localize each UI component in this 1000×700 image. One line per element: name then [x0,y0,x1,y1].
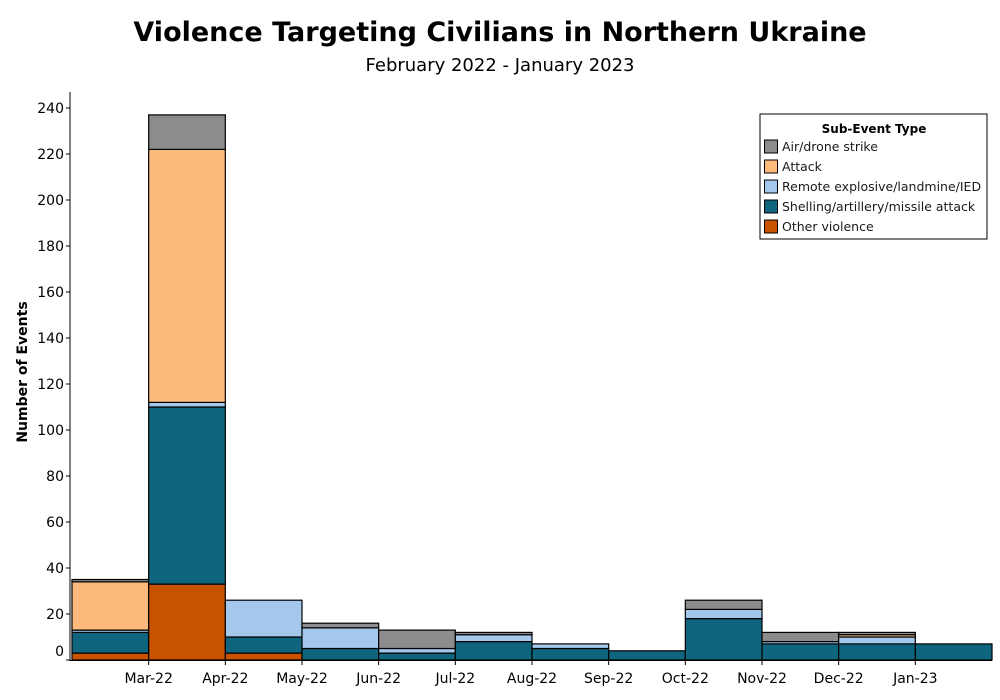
legend-item-label: Attack [782,159,823,174]
legend-title: Sub-Event Type [822,122,927,136]
bar-segment-air-drone-strike-5 [454,631,533,636]
bar-segment-other-violence-2 [224,652,303,661]
legend-item-label: Shelling/artillery/missile attack [782,199,976,214]
bar-segment-shelling-artillery-missile-attack-8 [684,617,763,661]
bar-segment-remote-explosive-landmine-ied-3 [301,627,380,650]
bar-segment-remote-explosive-landmine-ied-5 [454,634,533,643]
legend-item-label: Remote explosive/landmine/IED [782,179,981,194]
bar-segment-shelling-artillery-missile-attack-11 [914,643,993,661]
legend-swatch-3 [764,199,778,214]
bars-group [71,114,993,661]
legend-swatch-0 [764,139,778,154]
y-tick-label-80: 80 [46,469,64,485]
bar-segment-shelling-artillery-missile-attack-0 [71,631,150,654]
x-tick-label-Apr-22: Apr-22 [202,671,248,687]
chart-title: Violence Targeting Civilians in Northern… [133,17,866,48]
y-tick-label-240: 240 [37,101,64,117]
bar-segment-other-violence-1 [148,583,226,661]
y-tick-label-60: 60 [46,515,64,531]
bar-segment-remote-explosive-landmine-ied-4 [378,647,456,654]
bar-segment-remote-explosive-landmine-ied-6 [531,643,610,650]
bar-segment-shelling-artillery-missile-attack-4 [378,652,456,661]
y-tick-label-40: 40 [46,561,64,577]
x-tick-label-Nov-22: Nov-22 [737,671,787,687]
bar-segment-attack-1 [148,148,226,403]
bar-segment-shelling-artillery-missile-attack-5 [454,640,533,661]
x-tick-label-Mar-22: Mar-22 [124,671,172,687]
bar-segment-air-drone-strike-3 [301,622,380,629]
bar-segment-shelling-artillery-missile-attack-7 [608,650,686,661]
bar-segment-shelling-artillery-missile-attack-9 [761,643,840,661]
bar-segment-air-drone-strike-1 [148,114,226,151]
legend-item-label: Other violence [782,219,874,234]
y-tick-label-140: 140 [37,331,64,347]
bar-segment-air-drone-strike-8 [684,599,763,611]
y-tick-label-0: 0 [55,644,64,660]
chart-subtitle: February 2022 - January 2023 [366,55,635,76]
legend-swatch-4 [764,219,778,234]
bar-segment-air-drone-strike-9 [761,631,840,643]
legend-swatch-1 [764,159,778,174]
y-tick-label-220: 220 [37,147,64,163]
bar-segment-remote-explosive-landmine-ied-10 [838,636,916,645]
y-tick-label-120: 120 [37,377,64,393]
bar-segment-shelling-artillery-missile-attack-1 [148,406,226,585]
bar-segment-remote-explosive-landmine-ied-8 [684,608,763,620]
bar-segment-other-violence-0 [71,652,150,661]
bar-segment-shelling-artillery-missile-attack-3 [301,647,380,661]
bar-segment-air-drone-strike-0 [71,578,150,583]
bar-segment-air-drone-strike-4 [378,629,456,650]
x-tick-label-Sep-22: Sep-22 [584,671,633,687]
legend-swatch-2 [764,179,778,194]
bar-segment-shelling-artillery-missile-attack-6 [531,647,610,661]
bar-segment-remote-explosive-landmine-ied-2 [224,599,303,638]
bar-segment-attack-0 [71,581,150,631]
bar-segment-remote-explosive-landmine-ied-1 [148,401,226,408]
y-tick-label-180: 180 [37,239,64,255]
x-tick-label-Oct-22: Oct-22 [662,671,709,687]
x-tick-label-Jun-22: Jun-22 [355,671,401,687]
x-tick-label-Aug-22: Aug-22 [507,671,557,687]
legend-item-label: Air/drone strike [782,139,878,154]
bar-segment-air-drone-strike-10 [838,631,916,636]
y-tick-label-160: 160 [37,285,64,301]
legend-box [759,113,988,240]
legend: Sub-Event Type Air/drone strike Attack Rem… [759,113,988,240]
x-tick-label-May-22: May-22 [276,671,328,687]
y-tick-label-200: 200 [37,193,64,209]
bar-segment-shelling-artillery-missile-attack-10 [838,643,916,661]
x-tick-label-Jul-22: Jul-22 [434,671,475,687]
x-tick-label-Dec-22: Dec-22 [814,671,864,687]
axes-group: 0 20 40 60 80 100 120 140 160 180 200 220 240 Mar-22 A… [37,92,992,687]
x-tick-label-Jan-23: Jan-23 [892,671,937,687]
y-tick-label-20: 20 [46,607,64,623]
y-tick-label-100: 100 [37,423,64,439]
y-axis-label: Number of Events [15,301,31,442]
bar-segment-shelling-artillery-missile-attack-2 [224,636,303,654]
